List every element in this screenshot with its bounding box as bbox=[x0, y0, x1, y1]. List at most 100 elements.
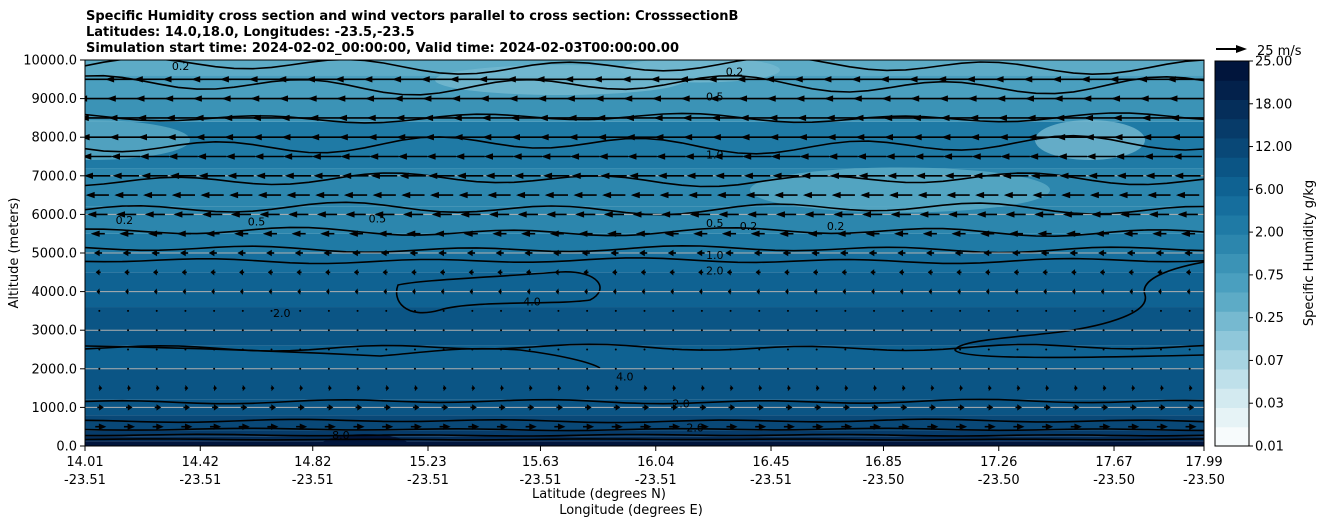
wind-vector bbox=[463, 230, 478, 237]
wind-vector bbox=[452, 114, 487, 122]
wind-vector bbox=[1147, 191, 1171, 199]
humidity-patch bbox=[620, 60, 780, 83]
wind-vector bbox=[1172, 153, 1202, 160]
wind-vector bbox=[257, 191, 282, 199]
wind-vector bbox=[643, 309, 646, 312]
wind-vector bbox=[1045, 309, 1048, 312]
wind-vector bbox=[975, 191, 999, 199]
wind-vector bbox=[1070, 423, 1082, 430]
wind-vector bbox=[1188, 384, 1193, 392]
wind-vector bbox=[517, 211, 538, 218]
wind-vector bbox=[802, 191, 827, 199]
wind-vector bbox=[125, 404, 133, 411]
humidity-band bbox=[85, 441, 1204, 446]
wind-vector bbox=[1012, 249, 1021, 257]
wind-vectors bbox=[85, 76, 1204, 430]
wind-vector bbox=[856, 153, 887, 160]
wind-vector bbox=[1170, 134, 1204, 141]
wind-vector bbox=[911, 114, 946, 122]
wind-vector bbox=[1043, 288, 1047, 295]
wind-vector bbox=[251, 114, 286, 122]
wind-vector bbox=[711, 134, 745, 141]
wind-vector bbox=[200, 191, 224, 199]
wind-vector bbox=[241, 348, 244, 351]
x-tick-label-lat: 17.26 bbox=[980, 455, 1017, 470]
wind-vector bbox=[125, 288, 129, 295]
wind-vector bbox=[739, 114, 774, 122]
wind-vector bbox=[912, 134, 946, 141]
wind-vector bbox=[470, 404, 477, 411]
wind-vector bbox=[753, 249, 763, 257]
wind-vector bbox=[700, 329, 703, 332]
wind-vector bbox=[127, 384, 131, 392]
wind-vector bbox=[528, 329, 531, 332]
wind-vector bbox=[95, 269, 101, 276]
contour-label: 0.2 bbox=[827, 220, 845, 233]
wind-vector bbox=[495, 249, 504, 257]
wind-vector bbox=[900, 404, 908, 411]
x-tick-label-lat: 16.85 bbox=[865, 455, 902, 470]
colorbar-segment bbox=[1215, 195, 1249, 216]
wind-vector bbox=[1089, 191, 1114, 199]
wind-vector bbox=[1156, 423, 1168, 430]
wind-vector bbox=[1159, 348, 1162, 351]
wind-vector bbox=[729, 348, 732, 351]
wind-vector bbox=[510, 114, 545, 122]
humidity-band bbox=[85, 121, 1204, 169]
wind-vector bbox=[553, 249, 562, 257]
wind-vector bbox=[785, 404, 793, 411]
wind-vector bbox=[873, 329, 876, 332]
wind-vector bbox=[1116, 172, 1144, 179]
wind-vector bbox=[959, 309, 962, 312]
wind-vector bbox=[283, 153, 313, 160]
wind-vector bbox=[471, 309, 474, 312]
wind-vector bbox=[686, 172, 713, 179]
quiver-key-arrowhead bbox=[1236, 45, 1247, 53]
wind-vector bbox=[716, 191, 741, 199]
wind-vector bbox=[1186, 288, 1191, 295]
wind-vector bbox=[985, 269, 991, 276]
wind-vector bbox=[986, 404, 994, 411]
wind-vector bbox=[1072, 404, 1080, 411]
wind-vector bbox=[858, 172, 885, 179]
wind-vector bbox=[699, 404, 707, 411]
wind-vector bbox=[205, 230, 220, 237]
wind-vector bbox=[873, 309, 876, 312]
wind-vector bbox=[299, 384, 304, 392]
wind-vector bbox=[1002, 172, 1029, 179]
contour-label: 2.0 bbox=[672, 398, 690, 411]
wind-vector bbox=[1045, 384, 1050, 392]
wind-vector bbox=[614, 309, 617, 312]
wind-vector bbox=[521, 230, 536, 237]
wind-vector bbox=[928, 288, 933, 295]
wind-vector bbox=[546, 211, 567, 218]
wind-vector bbox=[556, 404, 563, 411]
wind-vector bbox=[439, 423, 451, 430]
wind-vector bbox=[297, 288, 301, 295]
wind-vector bbox=[353, 269, 359, 276]
wind-vector bbox=[842, 288, 847, 295]
wind-vector bbox=[568, 134, 601, 141]
chart-title-line-3: Simulation start time: 2024-02-02_00:00:… bbox=[86, 41, 679, 56]
wind-vector bbox=[208, 249, 217, 257]
wind-vector bbox=[471, 367, 474, 370]
wind-vector bbox=[310, 134, 343, 141]
x-tick-label-lon: -23.51 bbox=[520, 473, 562, 488]
wind-vector bbox=[168, 153, 198, 160]
wind-vector bbox=[926, 249, 935, 257]
wind-vector bbox=[1123, 230, 1138, 237]
wind-vector bbox=[698, 269, 704, 276]
wind-vector bbox=[240, 404, 248, 411]
wind-vector bbox=[127, 348, 130, 351]
wind-vector bbox=[367, 134, 400, 141]
wind-vector bbox=[946, 191, 970, 199]
contour-label: 0.2 bbox=[740, 220, 758, 233]
wind-vector bbox=[1005, 211, 1026, 218]
wind-vector bbox=[213, 309, 216, 312]
wind-vector bbox=[1101, 404, 1109, 411]
wind-vector bbox=[328, 384, 332, 392]
wind-vector bbox=[311, 153, 342, 160]
wind-vector bbox=[672, 329, 675, 332]
wind-vector bbox=[1045, 329, 1048, 332]
wind-vector bbox=[639, 249, 648, 257]
